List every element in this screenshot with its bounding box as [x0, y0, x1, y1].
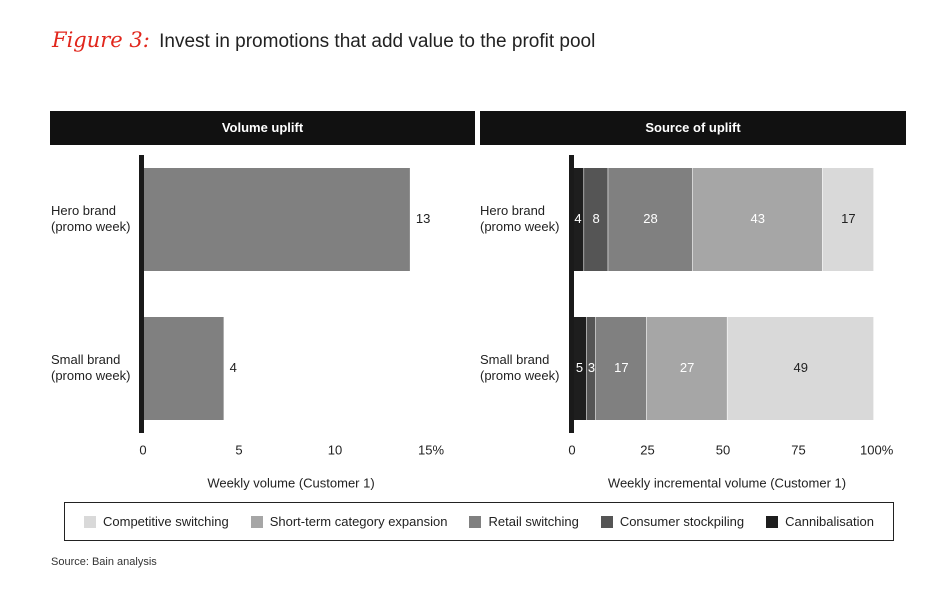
legend-label: Retail switching: [488, 514, 579, 529]
right-tick-label: 75: [791, 442, 805, 457]
right-tick-label: 25: [640, 442, 654, 457]
segment-data-label: 4: [574, 211, 581, 226]
legend-item: Competitive switching: [84, 514, 229, 529]
figure-title: Figure 3: Invest in promotions that add …: [52, 28, 595, 53]
stacked-segment: [584, 168, 608, 271]
segment-data-label: 49: [794, 360, 808, 375]
left-tick-label: 10: [328, 442, 342, 457]
right-category-label: (promo week): [480, 219, 559, 234]
left-tick-label: 0: [139, 442, 146, 457]
figure-label: Figure 3:: [52, 28, 150, 52]
right-tick-label: 50: [716, 442, 730, 457]
right-axis-line: [569, 155, 574, 433]
legend-item: Cannibalisation: [766, 514, 874, 529]
right-category-label: Hero brand: [480, 203, 545, 218]
legend-item: Retail switching: [469, 514, 579, 529]
segment-data-label: 5: [576, 360, 583, 375]
legend-label: Competitive switching: [103, 514, 229, 529]
legend-swatch: [600, 515, 613, 528]
legend-swatch: [766, 515, 779, 528]
segment-data-label: 28: [643, 211, 657, 226]
segment-data-label: 27: [680, 360, 694, 375]
right-category-label: Small brand: [480, 352, 549, 367]
legend-item: Short-term category expansion: [250, 514, 448, 529]
segment-data-label: 8: [593, 211, 600, 226]
volume-data-label: 4: [230, 360, 237, 375]
segment-data-label: 17: [841, 211, 855, 226]
source-note: Source: Bain analysis: [51, 556, 157, 568]
left-tick-label: 15%: [418, 442, 444, 457]
stacked-segment: [572, 317, 587, 420]
left-category-label: (promo week): [51, 368, 130, 383]
legend-swatch: [250, 515, 263, 528]
stacked-segment: [822, 168, 874, 271]
legend-label: Cannibalisation: [785, 514, 874, 529]
segment-data-label: 43: [750, 211, 764, 226]
legend-swatch: [84, 515, 96, 528]
right-tick-label: 100%: [860, 442, 894, 457]
figure-title-text: Invest in promotions that add value to t…: [159, 31, 596, 52]
volume-data-label: 13: [416, 211, 430, 226]
legend-label: Short-term category expansion: [269, 514, 448, 529]
stacked-segment: [692, 168, 823, 271]
stacked-segment: [727, 317, 874, 420]
volume-bar: [143, 317, 224, 420]
left-panel-header: Volume uplift: [50, 111, 475, 145]
legend-item: Consumer stockpiling: [600, 514, 745, 529]
legend-swatch: [469, 515, 482, 528]
left-x-axis-label: Weekly volume (Customer 1): [207, 475, 374, 490]
segment-data-label: 17: [614, 360, 628, 375]
right-x-axis-label: Weekly incremental volume (Customer 1): [608, 475, 846, 490]
segment-data-label: 3: [588, 360, 595, 375]
legend: Competitive switching Short-term category…: [64, 502, 894, 541]
stacked-segment: [608, 168, 693, 271]
left-tick-label: 5: [235, 442, 242, 457]
volume-bar: [143, 168, 410, 271]
left-category-label: Small brand: [51, 352, 120, 367]
right-tick-label: 0: [568, 442, 575, 457]
stacked-segment: [572, 168, 584, 271]
left-axis-line: [139, 155, 144, 433]
right-panel-header: Source of uplift: [480, 111, 906, 145]
stacked-segment: [586, 317, 596, 420]
stacked-segment: [595, 317, 647, 420]
left-category-label: Hero brand: [51, 203, 116, 218]
left-category-label: (promo week): [51, 219, 130, 234]
stacked-segment: [646, 317, 727, 420]
legend-label: Consumer stockpiling: [619, 514, 745, 529]
right-category-label: (promo week): [480, 368, 559, 383]
